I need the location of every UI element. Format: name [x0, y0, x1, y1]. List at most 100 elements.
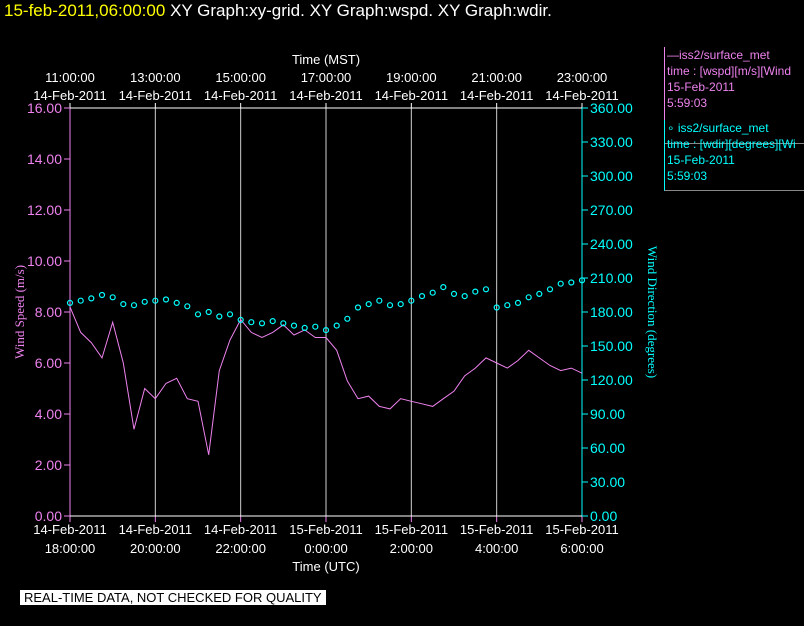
x-tick-label-top-date: 14-Feb-2011 — [289, 88, 362, 103]
y-axis-title-right: Wind Direction (degrees) — [645, 246, 660, 378]
xy-graph: 14-Feb-2011 18:00:00 11:00:00 14-Feb-2011 14… — [12, 52, 660, 574]
series-point-wdir — [109, 294, 116, 301]
title-graphs: XY Graph:xy-grid. XY Graph:wspd. XY Grap… — [170, 1, 552, 20]
series-point-wdir — [386, 302, 394, 309]
series-line-wspd — [69, 306, 583, 455]
x-tick-label-bottom-date: 14-Feb-2011 — [33, 522, 106, 537]
series-point-wdir — [322, 327, 330, 334]
legend-wdir-name: ∘ iss2/surface_met — [667, 121, 769, 135]
series-point-wdir — [557, 280, 564, 287]
x-tick-label-top-date: 14-Feb-2011 — [460, 88, 533, 103]
x-tick-label-top-time: 21:00:00 — [471, 70, 522, 85]
y-tick-label-right: 270.00 — [590, 202, 633, 218]
series-point-wdir — [237, 316, 244, 323]
chart-axes — [64, 103, 588, 522]
y-tick-label-left: 14.00 — [27, 151, 62, 167]
chart-labels: 14-Feb-2011 18:00:00 11:00:00 14-Feb-2011 14… — [12, 52, 660, 574]
series-point-wdir — [504, 302, 511, 309]
series-point-wdir — [130, 302, 138, 309]
x-tick-label-top-time: 23:00:00 — [557, 70, 608, 85]
series-point-wdir — [216, 313, 223, 320]
legend-wspd-field: time : [wspd][m/s][Wind — [667, 64, 792, 78]
legend-wdir-field: time : [wdir][degrees][Wi — [667, 137, 796, 151]
y-tick-label-left: 4.00 — [35, 406, 62, 422]
chart-series — [66, 277, 586, 455]
series-point-wdir — [536, 290, 543, 297]
x-tick-label-bottom-date: 14-Feb-2011 — [204, 522, 277, 537]
x-tick-label-bottom-time: 20:00:00 — [130, 541, 181, 556]
series-point-wdir — [162, 296, 170, 303]
x-tick-label-bottom-time: 2:00:00 — [390, 541, 433, 556]
x-tick-label-top-time: 11:00:00 — [45, 70, 95, 85]
y-tick-label-right: 330.00 — [590, 134, 633, 150]
series-point-wdir — [525, 294, 532, 301]
quality-disclaimer: REAL-TIME DATA, NOT CHECKED FOR QUALITY — [20, 590, 326, 605]
series-point-wdir — [493, 304, 500, 311]
y-tick-label-right: 300.00 — [590, 168, 633, 184]
x-tick-label-top-date: 14-Feb-2011 — [375, 88, 448, 103]
series-point-wdir — [440, 284, 447, 291]
series-point-wdir — [66, 299, 74, 306]
series-point-wdir — [429, 289, 436, 296]
y-tick-label-left: 2.00 — [35, 457, 62, 473]
y-tick-label-right: 30.00 — [590, 474, 625, 490]
series-point-wdir — [269, 318, 276, 325]
x-tick-label-bottom-time: 22:00:00 — [215, 541, 266, 556]
x-tick-label-bottom-date: 15-Feb-2011 — [375, 522, 448, 537]
series-point-wdir — [98, 291, 106, 299]
x-tick-label-top-date: 14-Feb-2011 — [119, 88, 192, 103]
y-tick-label-right: 0.00 — [590, 508, 617, 524]
series-point-wdir — [141, 298, 148, 305]
x-axis-title-utc: Time (UTC) — [292, 559, 359, 574]
x-tick-label-top-date: 14-Feb-2011 — [33, 88, 106, 103]
series-point-wdir — [376, 297, 383, 304]
x-tick-label-bottom-time: 4:00:00 — [475, 541, 518, 556]
x-tick-label-bottom-date: 14-Feb-2011 — [119, 522, 192, 537]
series-point-wdir — [397, 301, 404, 308]
x-tick-label-bottom-date: 15-Feb-2011 — [545, 522, 618, 537]
legend-wspd: —iss2/surface_met time : [wspd][m/s][Win… — [664, 47, 804, 144]
series-point-wdir — [152, 297, 159, 304]
y-tick-label-left: 0.00 — [35, 508, 62, 524]
legend-wspd-name: —iss2/surface_met — [667, 48, 770, 62]
x-tick-label-top-time: 17:00:00 — [301, 70, 352, 85]
series-point-wdir — [248, 319, 255, 326]
y-tick-label-left: 10.00 — [27, 253, 62, 269]
legend-wdir-date: 15-Feb-2011 — [667, 153, 735, 167]
x-tick-label-top-date: 14-Feb-2011 — [204, 88, 277, 103]
series-point-wdir — [365, 301, 372, 308]
series-point-wdir — [472, 288, 479, 295]
series-point-wdir — [226, 311, 234, 318]
window-title: 15-feb-2011,06:00:00 XY Graph:xy-grid. X… — [4, 1, 552, 21]
series-point-wdir — [88, 295, 95, 302]
series-point-wdir — [568, 279, 575, 286]
legend-wspd-date: 15-Feb-2011 — [667, 80, 735, 94]
y-tick-label-right: 90.00 — [590, 406, 625, 422]
series-point-wdir — [578, 277, 586, 284]
y-tick-label-right: 210.00 — [590, 270, 633, 286]
x-axis-title-mst: Time (MST) — [292, 52, 360, 67]
series-point-wdir — [354, 304, 362, 311]
series-point-wdir — [344, 315, 351, 322]
y-tick-label-right: 240.00 — [590, 236, 633, 252]
x-tick-label-top-date: 14-Feb-2011 — [545, 88, 618, 103]
x-tick-label-bottom-time: 6:00:00 — [560, 541, 603, 556]
legend-wdir-time: 5:59:03 — [667, 169, 708, 183]
series-point-wdir — [408, 297, 415, 304]
y-axis-title-left: Wind Speed (m/s) — [12, 265, 27, 359]
series-point-wdir — [77, 297, 84, 304]
series-point-wdir — [280, 320, 287, 327]
legend-wspd-time: 5:59:03 — [667, 96, 708, 110]
grid-lines — [154, 108, 498, 516]
y-tick-label-left: 16.00 — [27, 100, 62, 116]
legend-wdir: ∘ iss2/surface_met time : [wdir][degrees… — [664, 120, 804, 191]
series-point-wdir — [461, 293, 468, 300]
x-tick-label-bottom-time: 0:00:00 — [304, 541, 347, 556]
x-tick-label-top-time: 13:00:00 — [130, 70, 181, 85]
x-tick-label-top-time: 15:00:00 — [215, 70, 266, 85]
series-point-wdir — [312, 323, 319, 330]
series-point-wdir — [301, 324, 308, 331]
series-point-wdir — [258, 320, 266, 327]
series-point-wdir — [514, 299, 522, 306]
series-point-wdir — [120, 301, 127, 308]
